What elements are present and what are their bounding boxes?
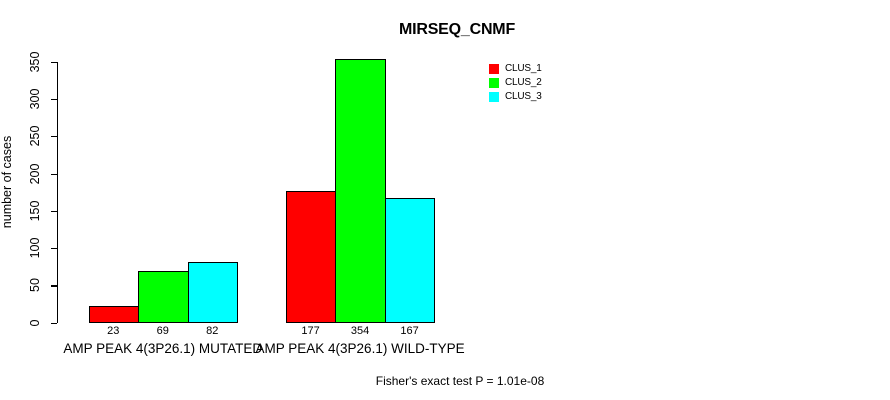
y-axis-tick xyxy=(51,173,57,175)
bar-clus_3-group2 xyxy=(384,198,436,323)
y-axis-tick-label: 200 xyxy=(28,163,42,184)
bar-value-label: 23 xyxy=(107,325,120,337)
legend-label: CLUS_1 xyxy=(505,63,542,74)
y-axis-tick xyxy=(51,61,57,63)
y-axis-tick-label: 350 xyxy=(28,51,42,73)
legend-swatch-clus_3 xyxy=(489,91,499,102)
y-axis-tick-label: 100 xyxy=(28,237,42,259)
bar-value-label: 177 xyxy=(301,325,320,337)
legend-label: CLUS_2 xyxy=(505,77,542,88)
bar-clus_2-group1 xyxy=(138,271,189,323)
x-axis-group-label: AMP PEAK 4(3P26.1) MUTATED xyxy=(63,341,263,356)
bar-value-label: 354 xyxy=(350,325,370,337)
bar-clus_1-group1 xyxy=(88,305,139,323)
legend: CLUS_1 CLUS_2 CLUS_3 xyxy=(489,63,542,102)
x-axis-group-label: AMP PEAK 4(3P26.1) WILD-TYPE xyxy=(255,341,465,356)
y-axis-tick xyxy=(51,322,57,324)
y-axis-tick xyxy=(51,285,57,287)
y-axis-label: number of cases xyxy=(0,135,14,229)
y-axis-tick xyxy=(51,210,57,213)
y-axis-tick xyxy=(51,136,57,138)
y-axis-tick xyxy=(51,248,57,250)
bar-value-label: 167 xyxy=(400,325,419,337)
legend-item-clus_3: CLUS_3 xyxy=(489,91,542,102)
y-axis-tick xyxy=(51,98,57,101)
legend-item-clus_2: CLUS_2 xyxy=(489,77,542,88)
legend-swatch-clus_2 xyxy=(489,77,499,88)
bar-clus_3-group1 xyxy=(187,261,238,323)
bar-clus_1-group2 xyxy=(285,190,337,323)
y-axis-tick-label: 50 xyxy=(28,278,42,293)
y-axis-tick-label: 0 xyxy=(28,319,42,327)
legend-swatch-clus_1 xyxy=(489,63,499,74)
fisher-test-annotation: Fisher's exact test P = 1.01e-08 xyxy=(375,374,545,388)
y-axis-tick-label: 250 xyxy=(28,125,42,147)
bar-value-label: 69 xyxy=(156,325,169,337)
y-axis-tick-label: 150 xyxy=(28,200,42,222)
y-axis-tick-label: 300 xyxy=(28,88,42,110)
bar-value-label: 82 xyxy=(206,325,219,337)
chart-title: MIRSEQ_CNMF xyxy=(398,21,516,38)
legend-item-clus_1: CLUS_1 xyxy=(489,63,542,74)
y-axis-line xyxy=(57,61,59,323)
bar-clus_2-group2 xyxy=(335,58,386,323)
legend-label: CLUS_3 xyxy=(505,91,542,102)
